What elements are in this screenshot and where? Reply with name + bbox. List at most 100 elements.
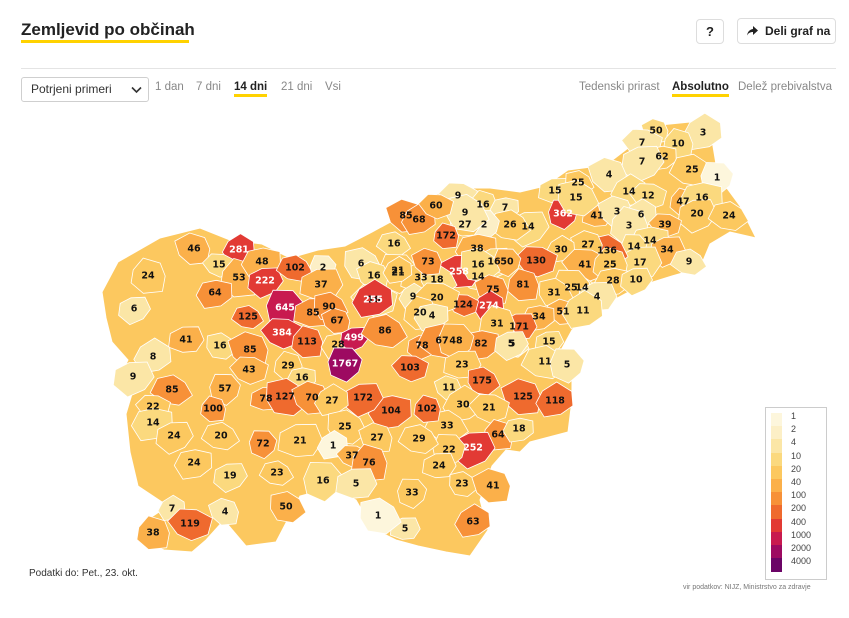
- municipality-value-label: 24: [167, 431, 181, 442]
- legend-label: 2: [791, 424, 797, 435]
- municipality-value-label: 85: [243, 345, 256, 356]
- municipality-value-label: 119: [180, 519, 200, 530]
- municipality-value-label: 645: [275, 303, 295, 314]
- legend-label: 400: [791, 516, 807, 527]
- municipality-region: [557, 179, 600, 217]
- municipality-value-label: 22: [146, 402, 159, 413]
- municipality-value-label: 118: [545, 396, 565, 407]
- municipality-value-label: 130: [526, 256, 546, 267]
- range-tab-all[interactable]: Vsi: [325, 81, 341, 93]
- mode-tab-population-share[interactable]: Delež prebivalstva: [738, 81, 832, 93]
- municipality-value-label: 9: [686, 257, 693, 268]
- municipality-value-label: 258: [449, 267, 469, 278]
- municipality-value-label: 12: [641, 191, 654, 202]
- municipality-region: [351, 278, 393, 318]
- municipality-value-label: 16: [387, 239, 401, 250]
- municipality-value-label: 3: [700, 128, 707, 139]
- municipality-value-label: 86: [378, 326, 392, 337]
- municipality-value-label: 3: [614, 207, 621, 218]
- municipality-region: [167, 508, 213, 542]
- municipality-region: [682, 112, 723, 151]
- municipality-region: [359, 497, 402, 535]
- help-button[interactable]: ?: [696, 19, 724, 44]
- title-underline: [21, 40, 189, 43]
- municipality-region: [669, 248, 708, 276]
- legend-swatch: [771, 505, 782, 520]
- municipality-region: [155, 421, 194, 455]
- municipality-region: [118, 296, 151, 326]
- municipality-value-label: 4: [606, 170, 613, 181]
- municipality-value-label: 5: [509, 339, 516, 350]
- municipality-value-label: 27: [458, 220, 471, 231]
- municipality-value-label: 274: [479, 301, 499, 312]
- municipality-region: [620, 267, 653, 297]
- municipality-region: [335, 468, 378, 499]
- municipality-value-label: 3: [626, 221, 633, 232]
- range-tab-21-days[interactable]: 21 dni: [281, 81, 313, 93]
- municipality-value-label: 24: [722, 211, 736, 222]
- data-date-note: Podatki do: Pet., 23. okt.: [29, 568, 138, 579]
- mode-tab-weekly-growth[interactable]: Tedenski prirast: [579, 81, 660, 93]
- municipality-value-label: 136: [597, 246, 617, 257]
- municipality-value-label: 75: [486, 285, 499, 296]
- municipality-value-label: 21: [391, 266, 404, 277]
- municipality-value-label: 171: [509, 322, 529, 333]
- municipality-value-label: 19: [223, 471, 236, 482]
- municipality-value-label: 6: [358, 259, 365, 270]
- municipality-value-label: 25: [603, 260, 616, 271]
- municipality-region: [507, 268, 540, 302]
- municipality-value-label: 46: [187, 244, 201, 255]
- municipality-value-label: 499: [344, 333, 364, 344]
- legend-swatch: [771, 426, 782, 440]
- municipality-value-label: 60: [429, 201, 443, 212]
- range-tab-7-days[interactable]: 7 dni: [196, 81, 221, 93]
- municipality-value-label: 175: [472, 376, 492, 387]
- legend-label: 1000: [791, 529, 812, 540]
- municipality-value-label: 33: [414, 273, 427, 284]
- municipality-region: [291, 325, 324, 359]
- map-regions: [101, 112, 757, 557]
- municipality-value-label: 41: [179, 335, 192, 346]
- municipality-region: [707, 201, 749, 231]
- range-tab-14-days[interactable]: 14 dni: [234, 81, 268, 97]
- municipality-value-label: 124: [453, 300, 473, 311]
- municipality-value-label: 70: [305, 393, 319, 404]
- municipality-region: [454, 503, 491, 538]
- legend-label: 1: [791, 411, 797, 421]
- municipality-value-label: 85: [306, 308, 319, 319]
- legend-swatch: [771, 439, 782, 454]
- municipality-value-label: 10: [629, 275, 643, 286]
- mode-tab-absolute[interactable]: Absolutno: [672, 81, 729, 97]
- municipality-value-label: 15: [212, 260, 225, 271]
- municipality-region: [275, 254, 314, 282]
- municipality-value-label: 27: [370, 433, 383, 444]
- municipality-value-label: 222: [255, 276, 275, 287]
- municipality-region: [468, 393, 510, 424]
- municipality-value-label: 17: [633, 258, 646, 269]
- legend: 1 2 4 10 20 40 100 200 400 1000 2000 4000: [765, 407, 827, 580]
- municipality-value-label: 25: [564, 283, 577, 294]
- municipality-value-label: 81: [516, 280, 529, 291]
- municipality-value-label: 33: [440, 421, 453, 432]
- municipality-value-label: 47: [676, 197, 689, 208]
- municipality-value-label: 281: [229, 245, 249, 256]
- municipality-region: [270, 491, 307, 524]
- share-button[interactable]: Deli graf na: [737, 18, 836, 44]
- legend-swatch: [771, 465, 782, 480]
- municipality-value-label: 5: [508, 339, 515, 350]
- municipality-value-label: 38: [470, 244, 484, 255]
- municipality-value-label: 4: [222, 507, 229, 518]
- municipality-value-label: 21: [293, 436, 306, 447]
- metric-select[interactable]: Potrjeni primeri: [21, 77, 149, 102]
- municipality-value-label: 14: [643, 236, 657, 247]
- range-tab-1-day[interactable]: 1 dan: [155, 81, 184, 93]
- municipality-value-label: 67: [330, 316, 343, 327]
- legend-label: 4: [791, 437, 797, 448]
- legend-label: 40: [791, 477, 802, 487]
- municipality-value-label: 14: [471, 272, 485, 283]
- legend-label: 4000: [791, 556, 812, 567]
- municipality-value-label: 1767: [332, 359, 358, 370]
- legend-label: 10: [791, 450, 802, 461]
- header-divider: [21, 68, 836, 69]
